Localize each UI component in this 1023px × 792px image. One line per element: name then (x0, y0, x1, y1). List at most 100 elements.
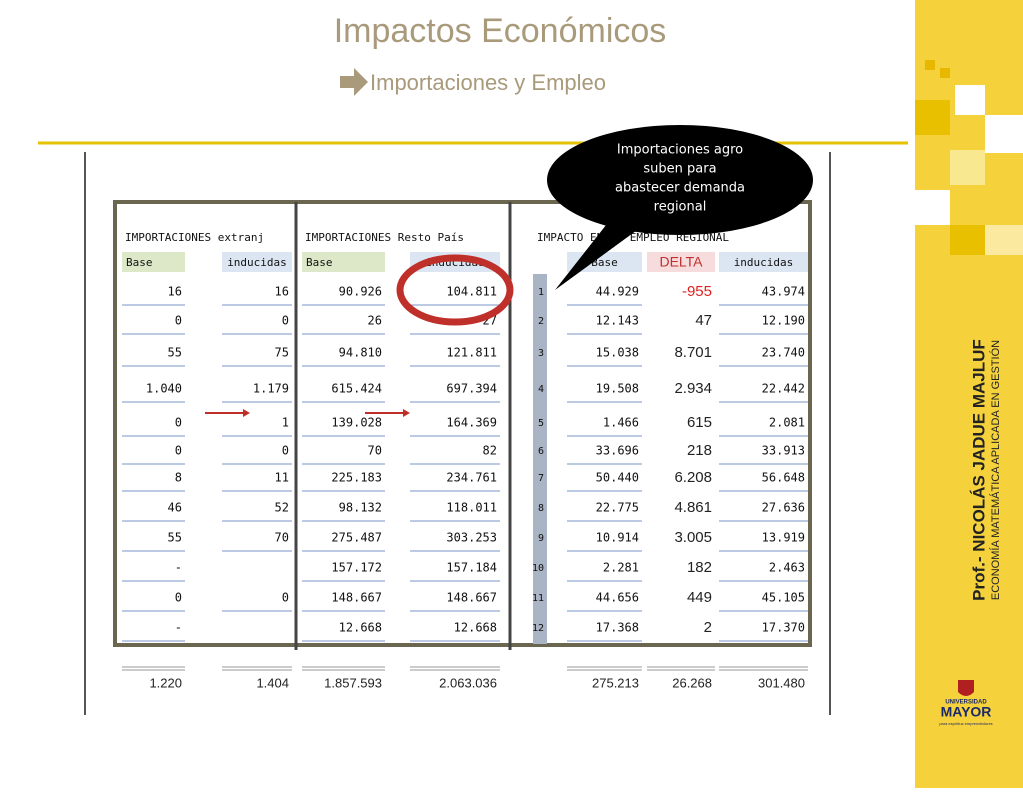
cell: 23.740 (762, 346, 805, 360)
cell: 1.466 (603, 416, 639, 430)
cell: 4.861 (674, 499, 712, 516)
cell: 22.775 (596, 501, 639, 515)
cell: 7 (538, 473, 544, 484)
logo-shield (958, 680, 974, 696)
total: 26.268 (672, 675, 712, 690)
cell: 45.105 (762, 591, 805, 605)
cell: 1.179 (253, 382, 289, 396)
rownum-column (533, 274, 547, 644)
cell: 8.701 (674, 344, 712, 361)
cell: 33.696 (596, 444, 639, 458)
cell: 17.368 (596, 621, 639, 635)
cell: 449 (687, 589, 712, 606)
cell: 148.667 (331, 591, 382, 605)
column-header: Base (306, 256, 333, 269)
cell: 0 (175, 416, 182, 430)
cell: 225.183 (331, 471, 382, 485)
cell: 2.281 (603, 561, 639, 575)
callout-text: suben para (643, 162, 716, 177)
total: 1.220 (149, 675, 182, 690)
cell: 44.656 (596, 591, 639, 605)
cell: 2.081 (769, 416, 805, 430)
callout-text: regional (654, 200, 707, 215)
column-header: inducidas (734, 256, 794, 269)
cell: 303.253 (446, 531, 497, 545)
cell: 22.442 (762, 382, 805, 396)
cell: 0 (175, 314, 182, 328)
logo-top: UNIVERSIDAD (945, 700, 987, 706)
cell: 139.028 (331, 416, 382, 430)
cell: 1 (538, 287, 544, 298)
cell: 55 (168, 531, 182, 545)
cell: 55 (168, 346, 182, 360)
cell: 6.208 (674, 469, 712, 486)
cell: 75 (275, 346, 289, 360)
column-header: Base (126, 256, 153, 269)
total: 275.213 (592, 675, 639, 690)
cell: 615.424 (331, 382, 382, 396)
cell: 4 (538, 384, 544, 395)
cell: 12.668 (454, 621, 497, 635)
cell: 0 (282, 591, 289, 605)
cell: 50.440 (596, 471, 639, 485)
cell: 17.370 (762, 621, 805, 635)
header-cell (410, 252, 500, 272)
header-cell (122, 252, 185, 272)
sidebar-squares (915, 60, 1023, 255)
cell: 43.974 (762, 285, 805, 299)
cell: 12 (532, 623, 544, 634)
header-cell (302, 252, 385, 272)
column-header: Base (591, 256, 618, 269)
cell: 615 (687, 414, 712, 431)
cell: 8 (175, 471, 182, 485)
cell: 1 (282, 416, 289, 430)
cell: 157.172 (331, 561, 382, 575)
cell: 10 (532, 563, 544, 574)
cell: 234.761 (446, 471, 497, 485)
callout-text: Importaciones agro (617, 143, 743, 158)
cell: 12.190 (762, 314, 805, 328)
column-header: inducidas (227, 256, 287, 269)
cell: 182 (687, 559, 712, 576)
cell: 47 (695, 312, 712, 329)
cell: 0 (282, 314, 289, 328)
header-cell (222, 252, 292, 272)
author: Prof.- NICOLÁS JADUE MAJLUF (969, 339, 988, 601)
cell: 90.926 (339, 285, 382, 299)
cell: 94.810 (339, 346, 382, 360)
logo-main: MAYOR (941, 704, 992, 720)
cell: 12.143 (596, 314, 639, 328)
highlight-circle (396, 254, 514, 326)
header-cell (719, 252, 808, 272)
cell: 13.919 (762, 531, 805, 545)
cell: 16 (168, 285, 182, 299)
callout-tail (555, 220, 640, 290)
cell: 2.934 (674, 380, 712, 397)
cell: 12.668 (339, 621, 382, 635)
cell: 148.667 (446, 591, 497, 605)
cell: 56.648 (762, 471, 805, 485)
cell: 0 (175, 591, 182, 605)
cell: 6 (538, 446, 544, 457)
cell: 5 (538, 418, 544, 429)
cell: 10.914 (596, 531, 639, 545)
cell: 3.005 (674, 529, 712, 546)
cell: 98.132 (339, 501, 382, 515)
cell: 121.811 (446, 346, 497, 360)
cell: 9 (538, 533, 544, 544)
cell: 33.913 (762, 444, 805, 458)
cell: 118.011 (446, 501, 497, 515)
cell: 26 (368, 314, 382, 328)
cell: 2 (538, 316, 544, 327)
callout-text: abastecer demanda (615, 181, 745, 196)
arrow-icon (340, 68, 368, 96)
cell: - (175, 621, 182, 635)
group-header: IMPORTACIONES extranj (125, 231, 264, 244)
cell: 8 (538, 503, 544, 514)
cell: 11 (532, 593, 544, 604)
total: 2.063.036 (439, 675, 497, 690)
total: 1.857.593 (324, 675, 382, 690)
cell: 16 (275, 285, 289, 299)
